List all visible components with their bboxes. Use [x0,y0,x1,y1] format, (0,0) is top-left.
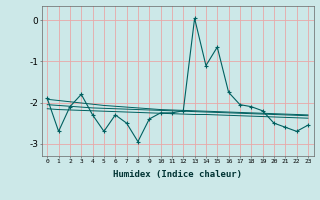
X-axis label: Humidex (Indice chaleur): Humidex (Indice chaleur) [113,170,242,179]
